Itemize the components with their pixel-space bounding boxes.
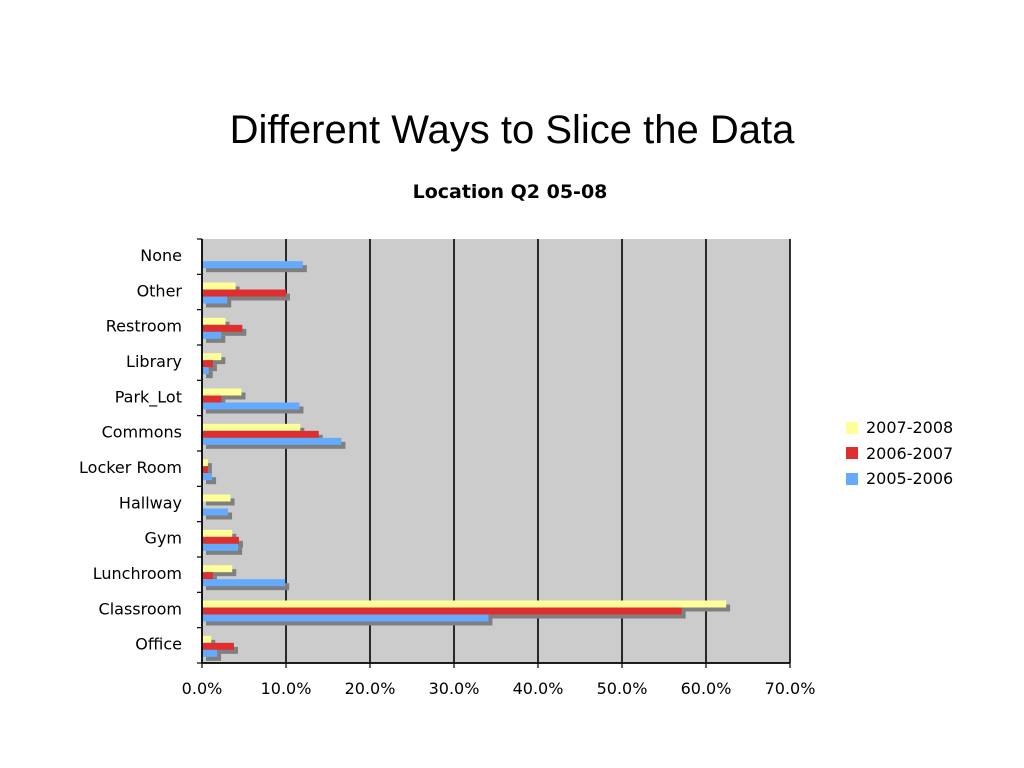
bar [202, 402, 300, 410]
bar-shadow [206, 646, 238, 654]
y-category-label: Office [135, 635, 182, 654]
bar-shadow [206, 463, 212, 471]
bar-shadow [206, 300, 232, 308]
bar [202, 579, 286, 587]
bar [202, 353, 222, 361]
y-category-label: Gym [145, 529, 182, 548]
bar [202, 360, 213, 368]
bar [202, 642, 234, 650]
bar [202, 473, 213, 481]
bar-shadow [206, 583, 290, 591]
bar [202, 261, 303, 269]
bar-shadow [206, 293, 290, 301]
bar [202, 282, 236, 290]
legend-label: 2005-2006 [866, 469, 954, 489]
bar-shadow [206, 328, 247, 336]
bar [202, 317, 226, 325]
legend-swatch [846, 421, 858, 434]
plot-area [202, 239, 790, 663]
bar [202, 508, 229, 516]
y-category-label: Restroom [106, 317, 182, 336]
bar [202, 565, 233, 573]
bar-shadow [206, 406, 304, 414]
bar [202, 529, 233, 537]
bar [202, 395, 222, 403]
bar [202, 289, 286, 297]
x-tick-label: 20.0% [345, 679, 396, 698]
bar-shadow [206, 335, 226, 343]
legend-item: 2006-2007 [846, 441, 953, 467]
x-tick-label: 30.0% [429, 679, 480, 698]
legend-item: 2005-2006 [846, 466, 953, 492]
slide-title: Different Ways to Slice the Data [229, 108, 795, 152]
x-tick-label: 0.0% [182, 679, 223, 698]
bar [202, 437, 342, 445]
bar-shadow [206, 392, 246, 400]
bar-shadow [206, 653, 222, 661]
y-category-label: None [140, 246, 182, 265]
y-category-label: Library [126, 352, 182, 371]
bar [202, 536, 239, 544]
bar [202, 459, 208, 467]
chart-title: Location Q2 05-08 [412, 181, 608, 203]
y-category-label: Hallway [119, 493, 182, 512]
legend-item: 2007-2008 [846, 415, 953, 441]
bar [202, 324, 243, 332]
bar-shadow [206, 357, 226, 365]
bar-shadow [206, 547, 243, 555]
bar [202, 296, 228, 304]
chart-legend: 2007-2008 2006-2007 2005-2006 [846, 415, 953, 492]
bar [202, 614, 489, 622]
legend-label: 2007-2008 [866, 418, 954, 438]
bar [202, 388, 242, 396]
bar [202, 331, 222, 339]
bar-shadow [206, 441, 346, 449]
bar [202, 367, 209, 375]
legend-swatch [846, 472, 858, 485]
bar [202, 635, 212, 643]
bar [202, 494, 231, 502]
x-tick-label: 40.0% [513, 679, 564, 698]
bar-shadow [206, 512, 233, 520]
bar [202, 423, 301, 431]
bar-shadow [206, 569, 237, 577]
bar [202, 607, 682, 615]
bar [202, 600, 727, 608]
bar [202, 572, 213, 580]
x-tick-label: 60.0% [681, 679, 732, 698]
bar-shadow [206, 477, 217, 485]
y-category-label: Locker Room [79, 458, 182, 477]
y-category-label: Park_Lot [115, 387, 182, 407]
x-tick-label: 10.0% [261, 679, 312, 698]
legend-swatch [846, 447, 858, 460]
bar-shadow [206, 498, 235, 506]
y-category-label: Lunchroom [93, 564, 182, 583]
bar [202, 649, 218, 657]
y-category-label: Classroom [99, 599, 182, 618]
y-category-label: Commons [102, 423, 182, 442]
x-tick-label: 50.0% [597, 679, 648, 698]
bar [202, 543, 239, 551]
bar-shadow [206, 265, 307, 273]
bar [202, 466, 208, 474]
y-category-label: Other [137, 281, 183, 300]
x-tick-label: 70.0% [765, 679, 816, 698]
bar-shadow [206, 364, 217, 372]
bar-shadow [206, 371, 213, 379]
bar [202, 430, 319, 438]
legend-label: 2006-2007 [866, 443, 954, 463]
bar-shadow [206, 618, 493, 626]
